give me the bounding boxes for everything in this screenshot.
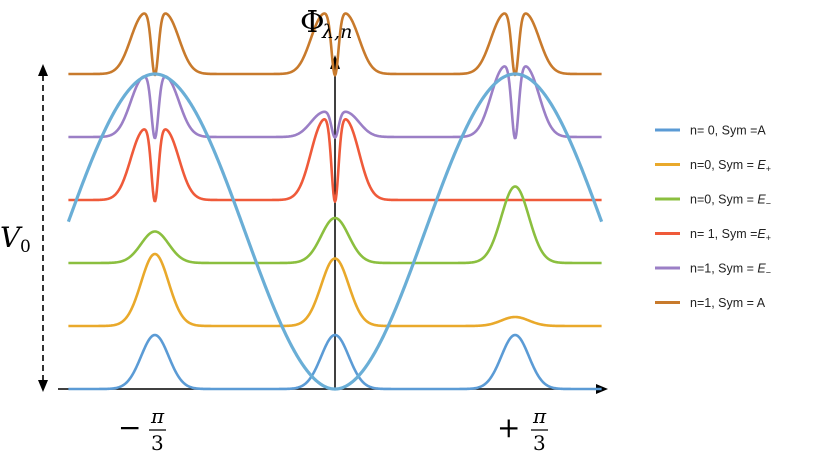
tick-label-neg-pi-3: − π 3 [118, 404, 166, 453]
legend: n= 0, Sym =A n=0, Sym = E+ n=0, Sym = E− n=… [655, 124, 771, 310]
legend-label: n=1, Sym = E− [690, 262, 771, 278]
tick-sign: − [118, 411, 141, 444]
series-line-3 [67, 118, 603, 203]
series-line-1 [67, 252, 603, 328]
series-line-0 [67, 333, 603, 391]
y-axis-label: Φ [300, 5, 325, 40]
legend-entry: n=0, Sym = E+ [655, 158, 771, 174]
tick-num: π [150, 404, 165, 428]
series-line-5 [67, 12, 603, 77]
tick-label-pos-pi-3: + π 3 [497, 404, 548, 453]
series-line-2 [67, 185, 603, 265]
axes [58, 55, 608, 394]
legend-entry: n= 1, Sym =E+ [655, 227, 771, 243]
tick-num: π [532, 404, 547, 428]
legend-label: n=0, Sym = E− [690, 193, 771, 209]
potential-line [66, 72, 604, 391]
legend-label: n=1, Sym = A [690, 296, 766, 310]
legend-entry: n=0, Sym = E− [655, 193, 771, 209]
legend-entry: n=1, Sym = E− [655, 262, 771, 278]
tick-den: 3 [151, 431, 164, 453]
tick-den: 3 [533, 431, 546, 453]
v0-label-subscript: 0 [20, 237, 31, 257]
legend-label: n= 1, Sym =E+ [690, 227, 771, 243]
series-line-4 [67, 65, 603, 140]
x-axis-arrow [596, 384, 608, 394]
v0-label-letter: V [0, 221, 23, 254]
legend-entry: n=1, Sym = A [655, 296, 766, 310]
legend-label: n=0, Sym = E+ [690, 158, 771, 174]
legend-entry: n= 0, Sym =A [655, 124, 766, 138]
y-axis-label-subscript: λ,n [321, 21, 352, 43]
labels: Φ λ,n V 0 − π 3 + π 3 [0, 5, 548, 453]
tick-sign: + [497, 411, 520, 444]
v0-dashed-arrow [38, 64, 48, 392]
legend-label: n= 0, Sym =A [690, 124, 766, 138]
curves [66, 12, 604, 391]
